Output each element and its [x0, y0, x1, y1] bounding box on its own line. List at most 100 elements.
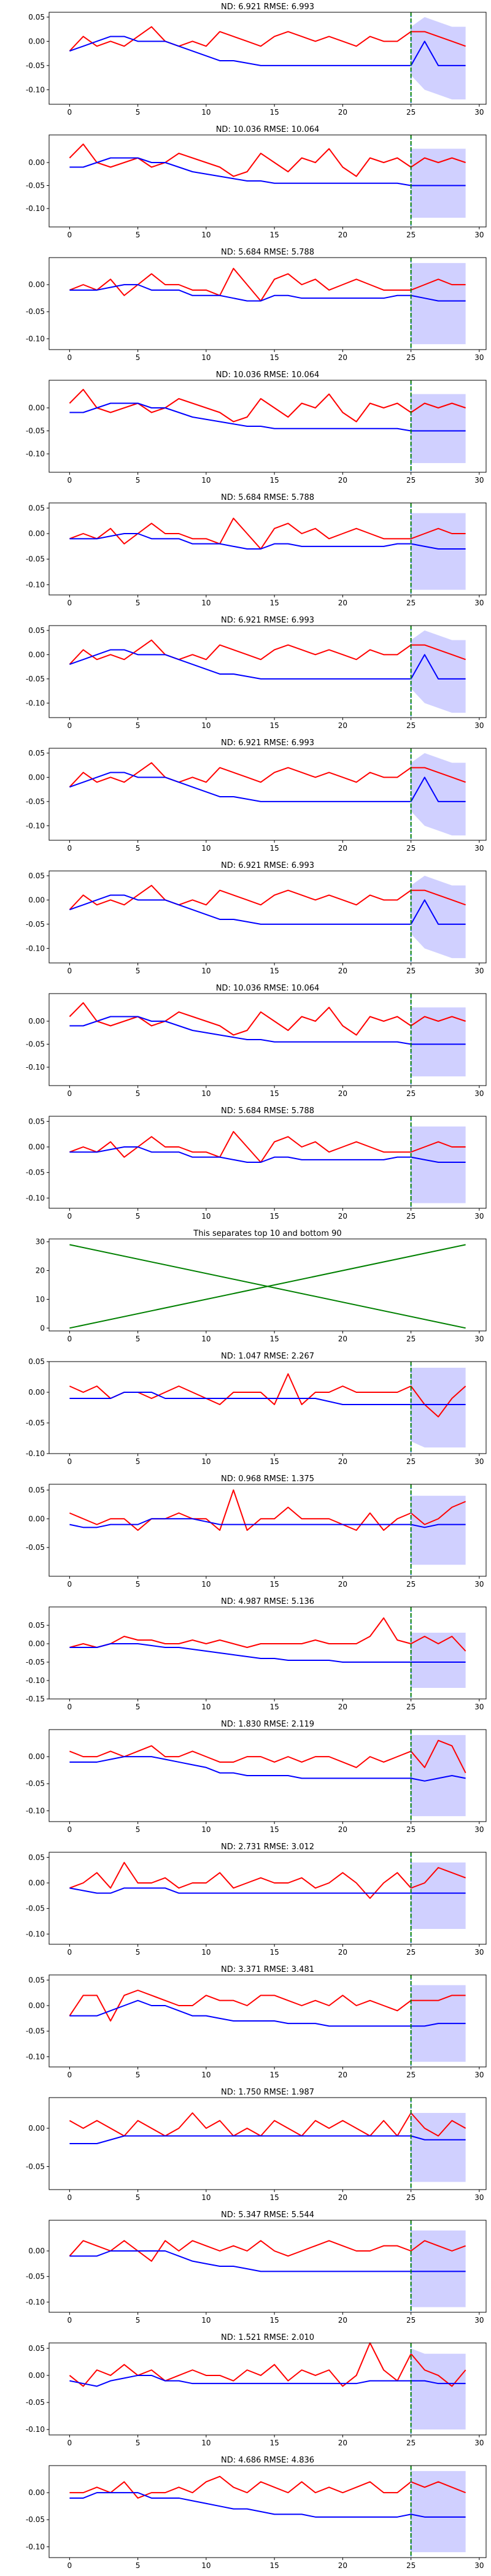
x-tick-label: 15 — [269, 2071, 279, 2079]
x-tick-label: 30 — [474, 721, 484, 730]
x-tick-label: 0 — [68, 2439, 72, 2447]
subplot-20: ND: 1.521 RMSE: 2.010 0 5 10 15 20 25 30 0.05 0.0… — [26, 2333, 487, 2447]
y-tick-label: 20 — [36, 1267, 45, 1275]
y-tick-label: 0.00 — [28, 1388, 45, 1397]
forecast-series-line — [69, 1518, 466, 1528]
subplot-title: ND: 6.921 RMSE: 6.993 — [221, 738, 314, 748]
x-tick-label: 20 — [338, 844, 347, 853]
x-tick-label: 25 — [406, 353, 416, 362]
x-tick-label: 5 — [136, 599, 141, 607]
prediction-band — [411, 2471, 466, 2553]
x-tick-label: 5 — [136, 1703, 141, 1711]
prediction-band — [411, 263, 466, 345]
y-tick-label: -0.10 — [26, 204, 45, 213]
x-tick-label: 25 — [406, 1703, 416, 1711]
x-tick-label: 10 — [201, 2193, 211, 2202]
x-tick-label: 25 — [406, 2439, 416, 2447]
x-tick-label: 30 — [474, 1457, 484, 1466]
x-tick-label: 5 — [136, 2193, 141, 2202]
x-tick-label: 0 — [68, 2316, 72, 2325]
axes-frame — [48, 134, 487, 228]
subplot-1: ND: 6.921 RMSE: 6.993 0 5 10 15 20 25 30 0.05 0.0… — [26, 2, 487, 117]
x-tick-label: 15 — [269, 844, 279, 853]
x-tick-label: 5 — [136, 1948, 141, 1957]
x-tick-label: 5 — [136, 2561, 141, 2570]
y-tick-label: 0.05 — [28, 1853, 45, 1861]
y-tick-label: -0.05 — [26, 797, 45, 806]
x-tick-label: 30 — [474, 967, 484, 975]
subplot-title: ND: 1.830 RMSE: 2.119 — [221, 1720, 314, 1729]
axes-frame — [48, 993, 487, 1086]
subplot-19: ND: 5.347 RMSE: 5.544 0 5 10 15 20 25 30 0.00 -0.… — [26, 2210, 487, 2325]
x-tick-label: 20 — [338, 1212, 347, 1221]
y-tick-label: 10 — [36, 1295, 45, 1303]
x-tick-label: 30 — [474, 1703, 484, 1711]
forecast-series-line — [69, 2135, 466, 2144]
x-tick-label: 20 — [338, 2193, 347, 2202]
y-tick-label: -0.05 — [26, 182, 45, 190]
x-tick-label: 10 — [201, 721, 211, 730]
y-tick-label: 0.05 — [28, 1485, 45, 1494]
x-tick-label: 15 — [269, 1948, 279, 1957]
x-tick-label: 15 — [269, 1089, 279, 1098]
x-tick-label: 20 — [338, 1089, 347, 1098]
x-tick-label: 30 — [474, 476, 484, 485]
x-tick-label: 25 — [406, 2193, 416, 2202]
prediction-band — [411, 1862, 466, 1929]
y-tick-label: -0.05 — [26, 1658, 45, 1666]
y-tick-label: -0.05 — [26, 2515, 45, 2524]
x-tick-label: 10 — [201, 353, 211, 362]
forecast-series-line — [69, 772, 466, 802]
axes-frame — [48, 380, 487, 473]
x-tick-label: 15 — [269, 1703, 279, 1711]
forecast-series-line — [69, 2250, 466, 2272]
x-tick-label: 30 — [474, 1825, 484, 1834]
x-tick-label: 30 — [474, 2316, 484, 2325]
x-tick-label: 20 — [338, 1948, 347, 1957]
x-tick-label: 10 — [201, 1457, 211, 1466]
x-tick-label: 25 — [406, 476, 416, 485]
x-tick-label: 15 — [269, 231, 279, 239]
prediction-band — [411, 630, 466, 713]
x-tick-label: 15 — [269, 353, 279, 362]
y-tick-label: 0.00 — [28, 37, 45, 45]
x-tick-label: 10 — [201, 2561, 211, 2570]
y-tick-label: -0.10 — [26, 2298, 45, 2306]
x-tick-label: 5 — [136, 1580, 141, 1589]
forecast-series-line — [69, 284, 466, 302]
y-tick-label: -0.05 — [26, 1779, 45, 1788]
x-tick-label: 20 — [338, 721, 347, 730]
subplot-14: ND: 4.987 RMSE: 5.136 0 5 10 15 20 25 30 0.05 0.0… — [26, 1597, 487, 1711]
axes-frame — [48, 1361, 487, 1454]
y-tick-label: 0.00 — [28, 158, 45, 167]
y-tick-label: -0.05 — [26, 675, 45, 683]
subplot-title: This separates top 10 and bottom 90 — [193, 1229, 341, 1238]
subplot-17: ND: 3.371 RMSE: 3.481 0 5 10 15 20 25 30 0.05 0.0… — [26, 1965, 487, 2079]
subplot-title: ND: 4.987 RMSE: 5.136 — [221, 1597, 314, 1606]
actual-series-line — [69, 1131, 466, 1163]
axes-frame — [48, 1852, 487, 1945]
x-tick-label: 0 — [68, 1457, 72, 1466]
subplot-title: ND: 5.347 RMSE: 5.544 — [221, 2210, 314, 2220]
forecast-series-line — [69, 1016, 466, 1045]
forecast-series-line — [69, 157, 466, 186]
prediction-band — [411, 1126, 466, 1203]
forecast-series-line — [69, 1999, 466, 2027]
actual-series-line — [69, 1861, 466, 1899]
subplot-title: ND: 1.750 RMSE: 1.987 — [221, 2088, 314, 2097]
subplot-21: ND: 4.686 RMSE: 4.836 0 5 10 15 20 25 30 0.00 -0.… — [26, 2456, 487, 2570]
y-tick-label: -0.10 — [26, 2425, 45, 2434]
x-tick-label: 0 — [68, 353, 72, 362]
y-tick-label: 0.05 — [28, 749, 45, 757]
axes-frame — [48, 1116, 487, 1209]
subplot-title: ND: 5.684 RMSE: 5.788 — [221, 248, 314, 257]
subplot-title: ND: 5.684 RMSE: 5.788 — [221, 1106, 314, 1116]
y-tick-label: 0.05 — [28, 13, 45, 21]
x-tick-label: 5 — [136, 1457, 141, 1466]
y-tick-label: -0.05 — [26, 2398, 45, 2407]
actual-series-line — [69, 267, 466, 302]
forecast-series-line — [69, 649, 466, 680]
y-tick-label: 0.00 — [28, 1639, 45, 1648]
x-tick-label: 30 — [474, 599, 484, 607]
subplot-title: ND: 3.371 RMSE: 3.481 — [221, 1965, 314, 1974]
